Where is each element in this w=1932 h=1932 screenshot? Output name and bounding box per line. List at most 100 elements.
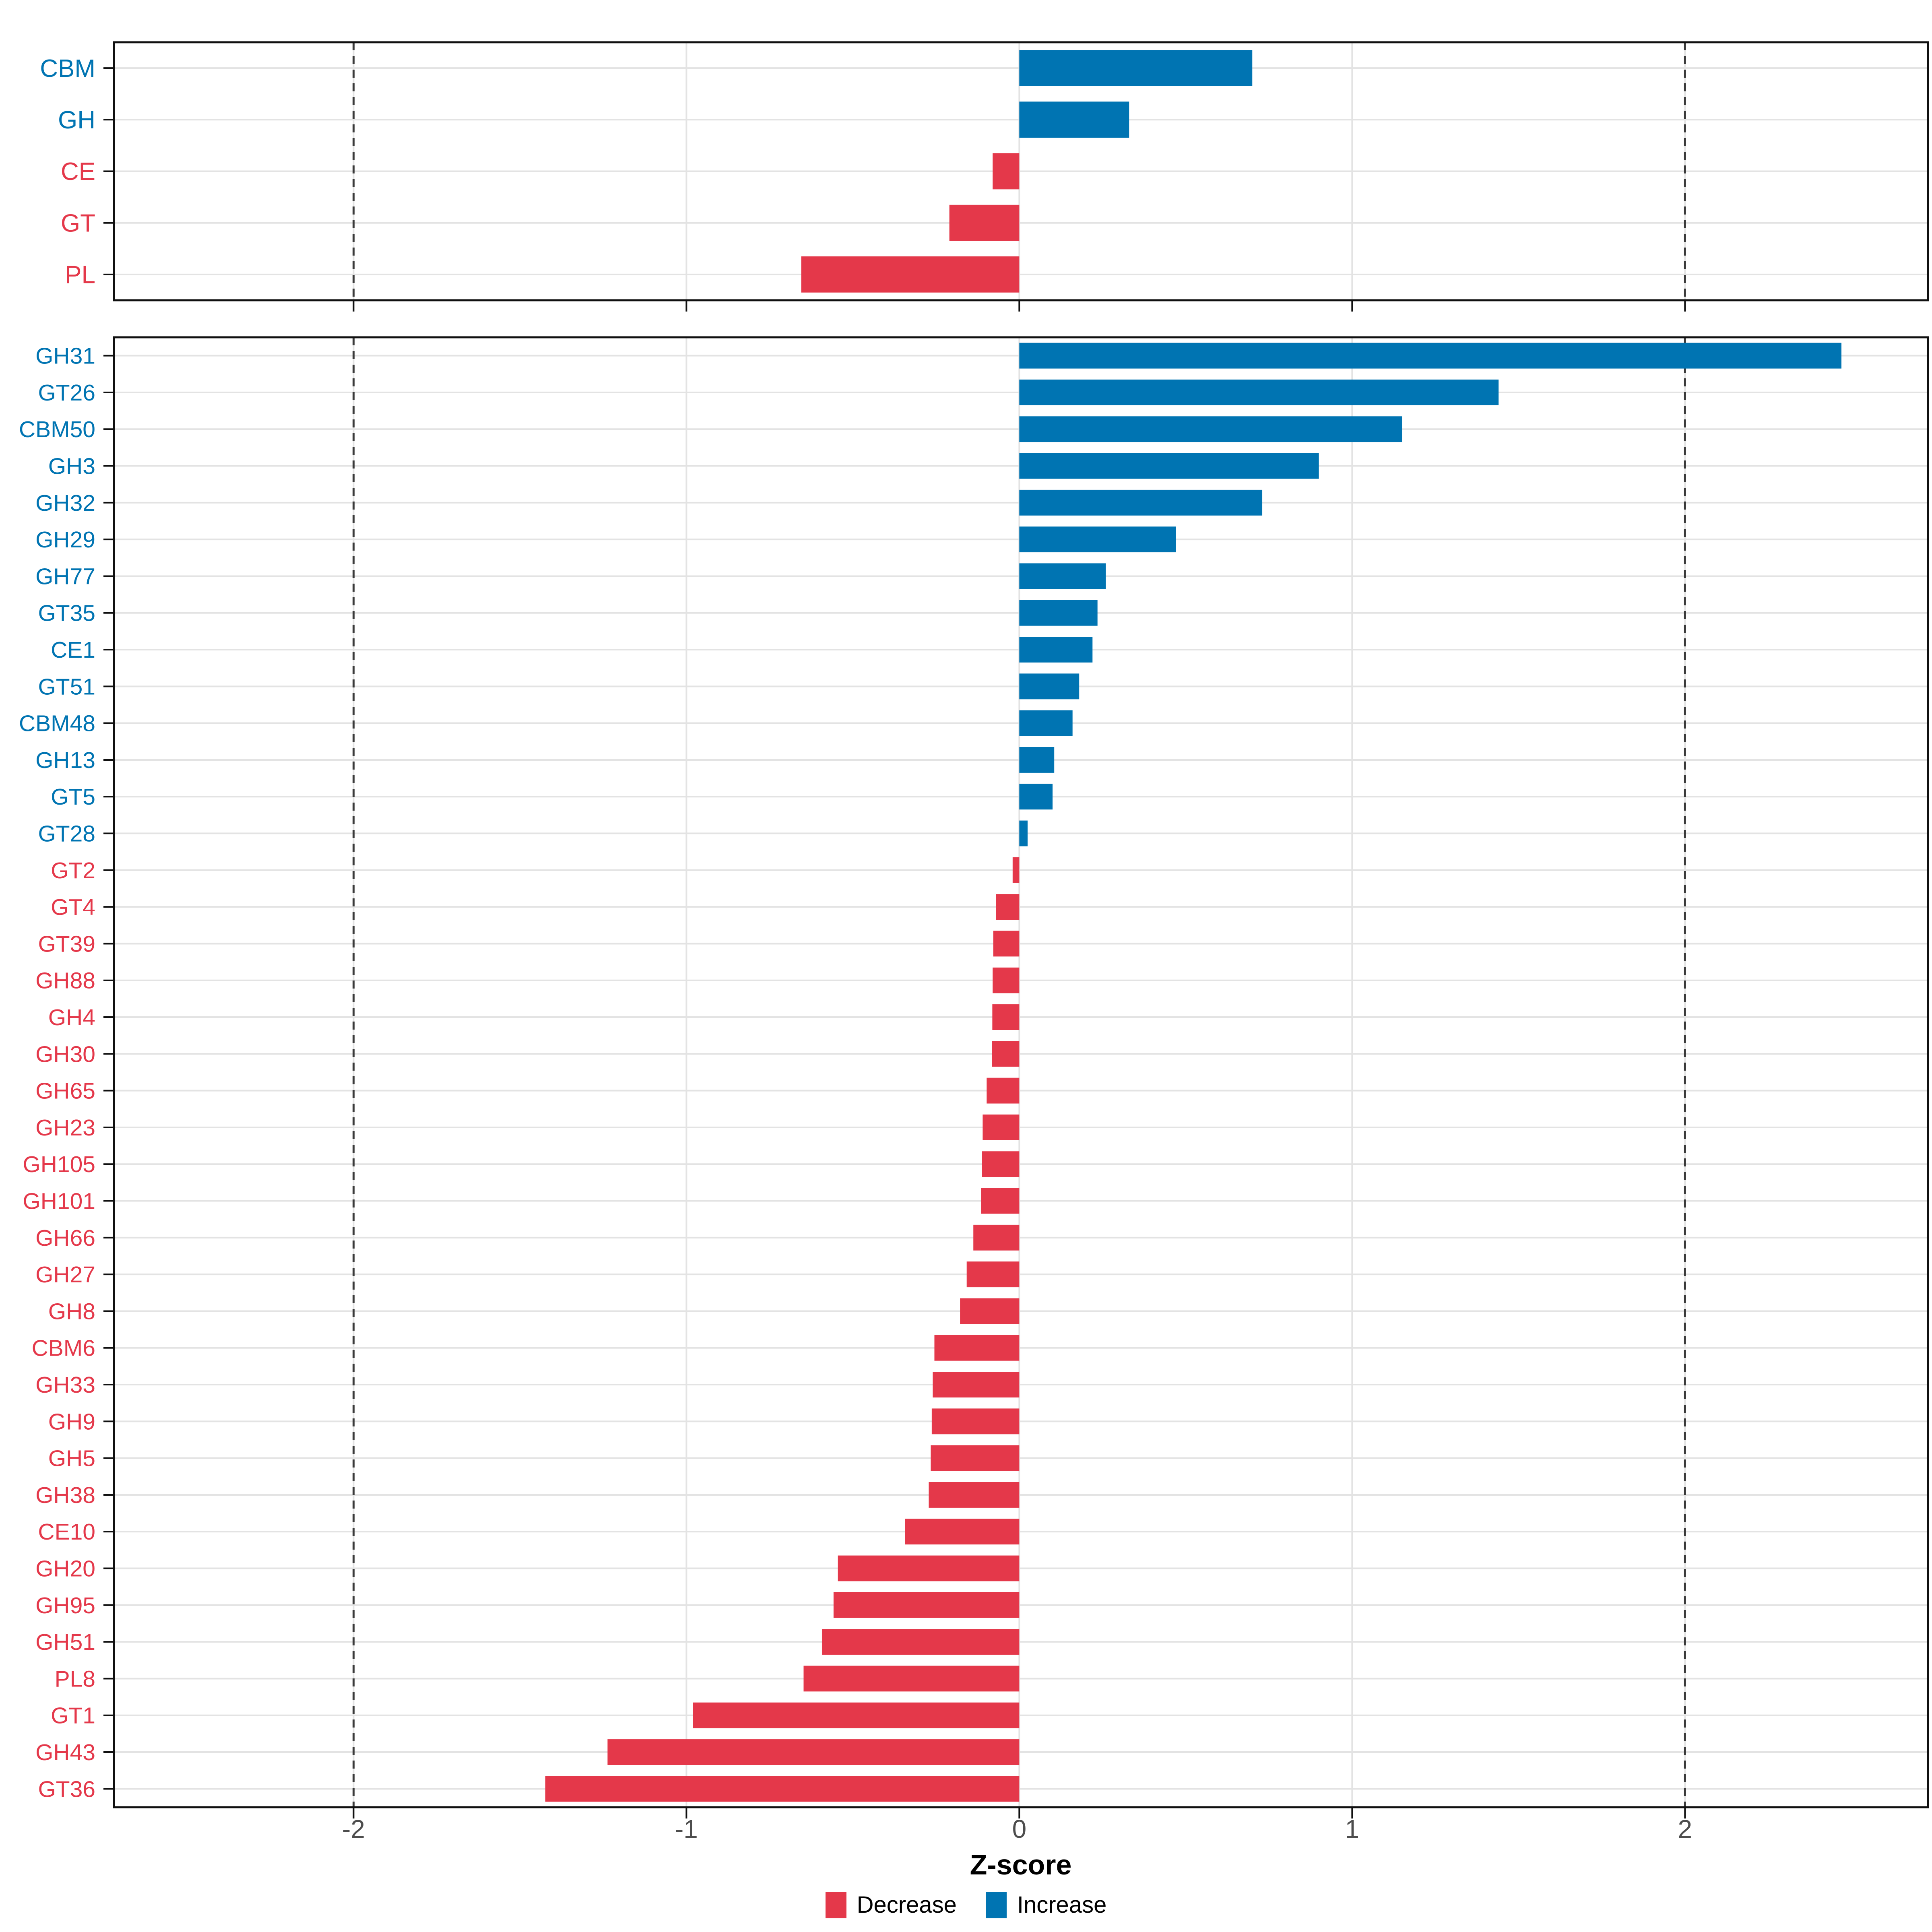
category-label-GH30: GH30 bbox=[35, 1041, 95, 1067]
bar-PL8 bbox=[803, 1666, 1020, 1692]
category-label-GT36: GT36 bbox=[38, 1776, 95, 1802]
category-label-GH13: GH13 bbox=[35, 747, 95, 773]
category-label-CE1: CE1 bbox=[51, 637, 95, 663]
bar-GH31 bbox=[1019, 343, 1841, 369]
category-label-GH105: GH105 bbox=[23, 1152, 95, 1177]
bar-GH51 bbox=[822, 1629, 1020, 1655]
legend-swatch-increase bbox=[985, 1892, 1007, 1918]
bar-GH101 bbox=[981, 1188, 1020, 1214]
bar-GH88 bbox=[993, 967, 1020, 993]
category-label-GH88: GH88 bbox=[35, 968, 95, 994]
legend-swatch-decrease bbox=[825, 1892, 846, 1918]
category-label-GH27: GH27 bbox=[35, 1262, 95, 1288]
x-axis-tick-labels: -2 -1 0 1 2 bbox=[0, 1816, 1932, 1851]
category-label-GH31: GH31 bbox=[35, 343, 95, 369]
bar-GH66 bbox=[973, 1224, 1020, 1251]
bar-GH5 bbox=[931, 1445, 1020, 1471]
bar-GH33 bbox=[933, 1372, 1020, 1398]
category-label-CE10: CE10 bbox=[38, 1519, 95, 1545]
bar-GH43 bbox=[607, 1739, 1020, 1765]
category-label-GT5: GT5 bbox=[51, 784, 95, 810]
x-tick-label-0: 0 bbox=[1012, 1814, 1027, 1843]
bar-GH3 bbox=[1019, 453, 1319, 479]
category-label-GH101: GH101 bbox=[23, 1189, 95, 1214]
category-label-GT: GT bbox=[61, 209, 95, 237]
bar-GH105 bbox=[982, 1151, 1020, 1177]
category-label-GT51: GT51 bbox=[38, 674, 95, 700]
category-label-GH65: GH65 bbox=[35, 1078, 95, 1104]
category-label-GH5: GH5 bbox=[48, 1446, 95, 1472]
bar-GH30 bbox=[992, 1041, 1020, 1067]
bar-GH4 bbox=[992, 1004, 1020, 1030]
category-label-GH: GH bbox=[58, 106, 95, 134]
category-label-GH43: GH43 bbox=[35, 1740, 95, 1765]
category-label-GT39: GT39 bbox=[38, 931, 95, 957]
category-label-GH3: GH3 bbox=[48, 454, 95, 479]
category-label-GH95: GH95 bbox=[35, 1593, 95, 1618]
bar-PL bbox=[801, 256, 1020, 293]
class-panel-chart: CBM GH CE GT PL bbox=[40, 41, 1929, 312]
category-label-PL8: PL8 bbox=[55, 1666, 95, 1692]
category-label-CBM48: CBM48 bbox=[19, 711, 95, 737]
category-label-GT35: GT35 bbox=[38, 601, 95, 626]
x-tick-label-2: 2 bbox=[1678, 1814, 1693, 1843]
bar-GT36 bbox=[545, 1776, 1020, 1802]
category-label-GH77: GH77 bbox=[35, 564, 95, 589]
bar-GH38 bbox=[929, 1482, 1020, 1508]
bar-GH27 bbox=[966, 1261, 1020, 1288]
bar-CE bbox=[993, 153, 1020, 190]
category-label-GT26: GT26 bbox=[38, 380, 95, 406]
category-label-GT2: GT2 bbox=[51, 858, 95, 883]
x-tick-label--2: -2 bbox=[342, 1814, 365, 1843]
bar-GH20 bbox=[838, 1555, 1020, 1581]
bar-GH65 bbox=[987, 1077, 1020, 1104]
category-label-GT1: GT1 bbox=[51, 1703, 95, 1729]
bar-GH9 bbox=[931, 1408, 1020, 1435]
category-label-GH20: GH20 bbox=[35, 1556, 95, 1582]
legend-item-increase: Increase bbox=[985, 1892, 1107, 1918]
category-label-GT4: GT4 bbox=[51, 894, 95, 920]
x-axis-title: Z-score bbox=[970, 1849, 1072, 1880]
legend-label-decrease: Decrease bbox=[857, 1892, 957, 1918]
category-label-GH29: GH29 bbox=[35, 527, 95, 553]
category-label-GH38: GH38 bbox=[35, 1482, 95, 1508]
bar-CBM50 bbox=[1019, 416, 1402, 442]
bar-GH8 bbox=[960, 1298, 1020, 1324]
bar-CBM48 bbox=[1019, 710, 1073, 736]
bar-CE10 bbox=[905, 1519, 1020, 1545]
category-label-PL: PL bbox=[65, 261, 95, 289]
bar-GH29 bbox=[1019, 526, 1176, 553]
bar-GH95 bbox=[833, 1592, 1020, 1618]
panel-border bbox=[113, 336, 1929, 1808]
category-label-GH8: GH8 bbox=[48, 1298, 95, 1324]
bar-GT2 bbox=[1012, 857, 1020, 883]
bar-GH13 bbox=[1019, 747, 1055, 773]
x-tick-label-1: 1 bbox=[1345, 1814, 1360, 1843]
category-label-CBM50: CBM50 bbox=[19, 417, 95, 442]
bar-GT4 bbox=[996, 894, 1020, 920]
category-label-GH32: GH32 bbox=[35, 490, 95, 516]
bar-GT5 bbox=[1019, 784, 1053, 810]
category-label-GT28: GT28 bbox=[38, 821, 95, 847]
bar-GT26 bbox=[1019, 379, 1499, 405]
category-label-GH23: GH23 bbox=[35, 1115, 95, 1141]
category-label-GH33: GH33 bbox=[35, 1372, 95, 1398]
legend: Decrease Increase bbox=[0, 1892, 1932, 1918]
bar-GH23 bbox=[983, 1114, 1020, 1140]
bar-GH bbox=[1019, 101, 1129, 138]
category-label-CBM: CBM bbox=[40, 55, 95, 83]
bar-CE1 bbox=[1019, 637, 1093, 663]
category-label-GH9: GH9 bbox=[48, 1409, 95, 1435]
family-panel-chart: GH31 GT26 CBM50 GH3 GH32 GH29 GH77 GT35 CE1 GT51 C… bbox=[19, 336, 1929, 1818]
x-tick-label--1: -1 bbox=[675, 1814, 698, 1843]
category-label-CE: CE bbox=[61, 158, 95, 186]
bar-CBM6 bbox=[934, 1335, 1020, 1361]
category-label-GH66: GH66 bbox=[35, 1225, 95, 1251]
category-label-GH51: GH51 bbox=[35, 1629, 95, 1655]
legend-item-decrease: Decrease bbox=[825, 1892, 957, 1918]
legend-label-increase: Increase bbox=[1017, 1892, 1107, 1918]
bar-CBM bbox=[1019, 50, 1253, 86]
bar-GT51 bbox=[1019, 673, 1080, 700]
bar-GT1 bbox=[693, 1702, 1020, 1728]
